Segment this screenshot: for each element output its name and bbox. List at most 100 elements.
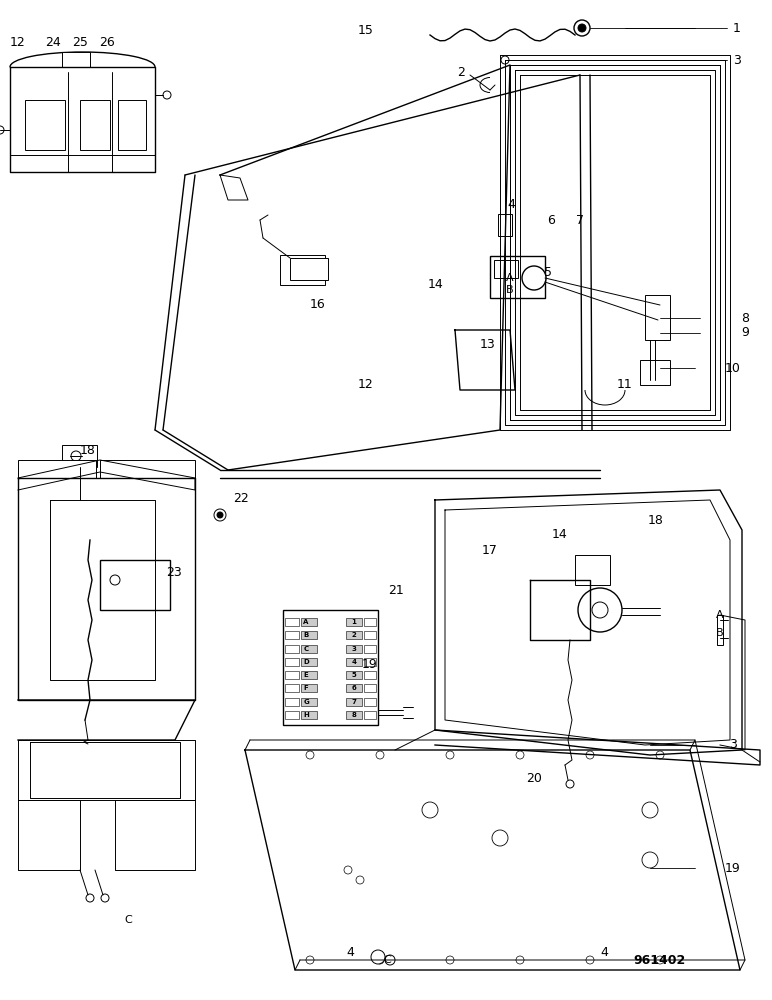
Text: D: D	[303, 659, 309, 665]
Bar	[100, 560, 170, 610]
Circle shape	[110, 575, 120, 585]
Circle shape	[101, 894, 109, 902]
Text: 14: 14	[552, 528, 568, 542]
Circle shape	[516, 751, 524, 759]
Text: 9: 9	[741, 326, 749, 340]
Text: 7: 7	[351, 699, 357, 705]
Bar	[364, 684, 376, 692]
Bar	[301, 618, 317, 626]
Text: G: G	[303, 699, 309, 705]
Bar	[346, 658, 362, 666]
Text: 17: 17	[482, 544, 498, 556]
Circle shape	[642, 802, 658, 818]
Bar	[100, 460, 195, 478]
Bar	[301, 684, 317, 692]
Text: 4: 4	[346, 946, 354, 958]
Text: 2: 2	[351, 632, 357, 638]
Bar	[717, 615, 723, 645]
Bar	[364, 711, 376, 719]
Text: 961402: 961402	[634, 954, 686, 966]
Text: B: B	[303, 632, 309, 638]
Text: 20: 20	[526, 772, 542, 784]
Circle shape	[446, 751, 454, 759]
Text: 15: 15	[358, 23, 374, 36]
Circle shape	[376, 956, 384, 964]
Text: 13: 13	[480, 338, 496, 352]
Text: A: A	[303, 619, 309, 625]
Bar	[301, 711, 317, 719]
Text: 22: 22	[233, 491, 249, 504]
Text: 4: 4	[600, 946, 608, 958]
Text: 3: 3	[729, 738, 737, 752]
Bar	[494, 260, 518, 278]
Bar	[62, 445, 97, 467]
Bar	[490, 256, 545, 298]
Text: 19: 19	[725, 861, 741, 874]
Circle shape	[385, 955, 395, 965]
Text: E: E	[303, 672, 308, 678]
Circle shape	[306, 751, 314, 759]
Bar	[18, 460, 96, 478]
Circle shape	[642, 852, 658, 868]
Bar	[62, 52, 90, 67]
Circle shape	[344, 866, 352, 874]
Bar	[283, 610, 378, 725]
Text: 18: 18	[80, 444, 96, 456]
Circle shape	[163, 91, 171, 99]
Bar	[364, 631, 376, 639]
Circle shape	[578, 24, 586, 32]
Bar	[364, 671, 376, 679]
Circle shape	[217, 512, 223, 518]
Bar	[364, 645, 376, 653]
Bar	[80, 100, 110, 150]
Bar	[301, 671, 317, 679]
Text: C: C	[124, 915, 132, 925]
Circle shape	[656, 956, 664, 964]
Bar	[285, 658, 299, 666]
Text: 25: 25	[72, 35, 88, 48]
Circle shape	[656, 751, 664, 759]
Circle shape	[578, 588, 622, 632]
Text: H: H	[303, 712, 309, 718]
Circle shape	[586, 956, 594, 964]
Bar	[25, 100, 65, 150]
Text: A: A	[506, 273, 514, 283]
Bar	[346, 684, 362, 692]
Bar	[290, 258, 328, 280]
Text: C: C	[383, 955, 391, 965]
Text: F: F	[303, 685, 308, 691]
Text: 19: 19	[362, 658, 378, 672]
Text: A: A	[716, 610, 724, 620]
Bar	[301, 631, 317, 639]
Text: 2: 2	[457, 66, 465, 80]
Bar	[346, 631, 362, 639]
Bar	[346, 711, 362, 719]
Text: 6: 6	[351, 685, 357, 691]
Circle shape	[0, 126, 4, 134]
Circle shape	[446, 956, 454, 964]
Bar	[285, 645, 299, 653]
Text: 10: 10	[725, 361, 741, 374]
Text: 4: 4	[351, 659, 357, 665]
Bar	[301, 698, 317, 706]
Text: 1: 1	[733, 21, 741, 34]
Bar	[280, 255, 325, 285]
Text: 8: 8	[351, 712, 357, 718]
Bar	[364, 698, 376, 706]
Text: 23: 23	[166, 566, 182, 580]
Circle shape	[516, 956, 524, 964]
Circle shape	[522, 266, 546, 290]
Text: 16: 16	[310, 298, 326, 312]
Text: 14: 14	[428, 278, 444, 292]
Circle shape	[566, 780, 574, 788]
Circle shape	[86, 894, 94, 902]
Bar	[285, 711, 299, 719]
Text: 11: 11	[617, 378, 633, 391]
Bar	[301, 658, 317, 666]
Bar	[285, 698, 299, 706]
Circle shape	[422, 802, 438, 818]
Text: 12: 12	[358, 378, 374, 391]
Bar	[118, 100, 146, 150]
Bar	[346, 618, 362, 626]
Bar	[285, 618, 299, 626]
